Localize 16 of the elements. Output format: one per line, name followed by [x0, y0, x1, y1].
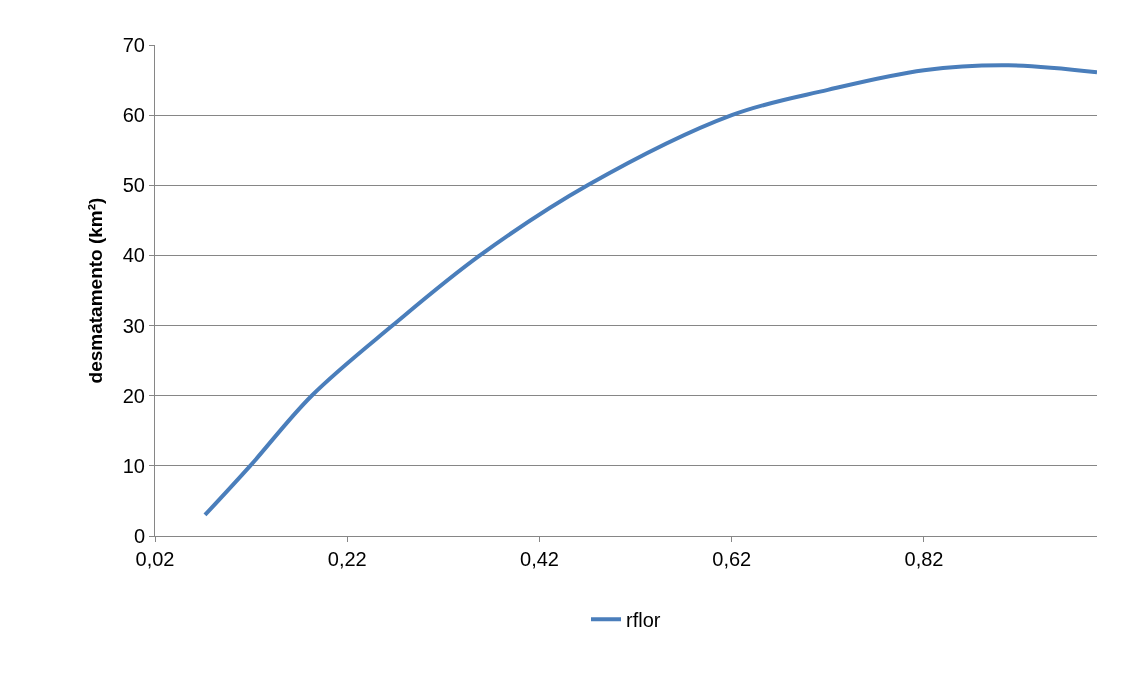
x-tick-label: 0,42 — [520, 548, 559, 570]
x-tick-label: 0,62 — [712, 548, 752, 570]
y-tick-label: 30 — [122, 314, 145, 337]
y-tick-label: 0 — [133, 525, 145, 547]
line-series — [202, 63, 1097, 517]
x-tick-label: 0,22 — [327, 548, 367, 570]
y-tick-label: 20 — [122, 384, 145, 407]
x-tick-label: 0,82 — [904, 548, 944, 570]
x-tick-label: 0,02 — [135, 548, 175, 570]
y-tick-label: 70 — [122, 34, 145, 56]
y-tick-label: 60 — [122, 104, 145, 127]
legend-label: rflor — [626, 609, 661, 632]
y-tick-label: 50 — [122, 174, 145, 197]
y-tick-label: 10 — [122, 454, 145, 477]
y-axis-title: desmatamento (km²) — [84, 197, 106, 384]
y-tick-label: 40 — [122, 244, 145, 267]
